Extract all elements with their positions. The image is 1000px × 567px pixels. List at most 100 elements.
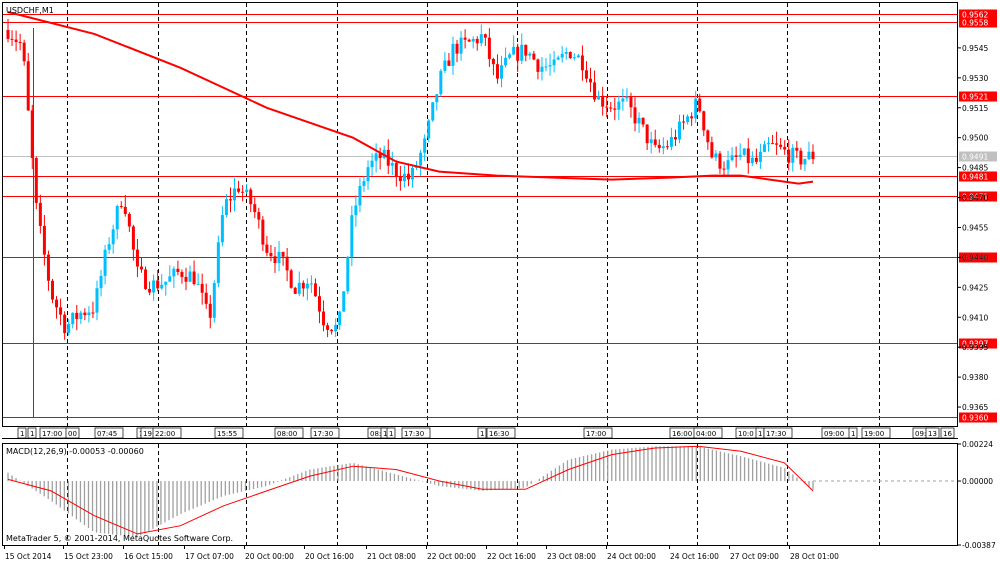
event-marker-box — [386, 427, 396, 439]
price-tick-label: 0.9485 — [962, 164, 988, 173]
candle-body — [261, 219, 265, 245]
time-tick-label: 24 Oct 00:00 — [607, 552, 656, 561]
candle-body — [176, 268, 180, 272]
candle-body — [512, 46, 516, 55]
candle-body — [734, 155, 738, 157]
candle-body — [609, 107, 613, 109]
candle-body — [471, 38, 475, 42]
price-level-box — [959, 338, 997, 349]
price-chart-frame[interactable] — [2, 2, 958, 427]
time-tick-label: 17 Oct 07:00 — [185, 552, 234, 561]
price-level-box — [959, 91, 997, 102]
macd-tick-label: 0.00224 — [962, 440, 993, 449]
candle-body — [204, 292, 208, 304]
candle-body — [767, 143, 771, 145]
candle-body — [50, 280, 54, 300]
event-marker-label: 17:30 — [766, 430, 786, 438]
candle-body — [714, 153, 718, 158]
candlestick-series — [6, 18, 815, 418]
candle-body — [237, 188, 241, 192]
price-level-label: 0.9558 — [962, 19, 988, 28]
price-tick-label: 0.9500 — [962, 134, 988, 143]
event-marker-strip[interactable]: 1117:000007:4511922:0015:5508:0017:3008:… — [17, 427, 955, 439]
candle-body — [301, 282, 305, 289]
event-marker-label: 1 — [758, 430, 762, 438]
candle-body — [584, 70, 588, 79]
event-marker-box — [477, 427, 487, 439]
event-marker-box — [763, 427, 793, 439]
event-marker-box — [65, 427, 80, 439]
candle-body — [427, 120, 431, 139]
candle-body — [500, 65, 504, 79]
candle-body — [572, 57, 576, 59]
candle-body — [160, 284, 164, 289]
symbol-title: USDCHF,M1 — [6, 6, 54, 15]
candle-body — [228, 199, 232, 201]
event-marker-label: 1 — [389, 430, 393, 438]
candle-body — [398, 176, 402, 182]
candle-body — [131, 226, 135, 250]
candle-body — [135, 249, 139, 267]
time-tick-label: 21 Oct 08:00 — [367, 552, 416, 561]
candle-body — [742, 148, 746, 155]
candle-body — [354, 205, 358, 216]
candle-body — [55, 299, 59, 308]
candle-body — [184, 276, 188, 282]
candle-body — [200, 283, 204, 293]
event-marker-box — [486, 427, 516, 439]
candle-body — [633, 107, 637, 124]
candle-body — [188, 271, 192, 282]
candle-body — [87, 312, 91, 316]
event-marker-box — [401, 427, 431, 439]
candle-body — [783, 146, 787, 150]
candle-body — [568, 52, 572, 59]
event-marker-label: 00 — [68, 430, 77, 438]
candle-body — [330, 329, 334, 332]
candle-body — [6, 29, 10, 39]
candle-body — [597, 95, 601, 100]
candle-body — [192, 271, 196, 285]
candle-body — [467, 39, 471, 42]
candle-body — [536, 59, 540, 72]
candle-body — [419, 152, 423, 166]
candle-body — [18, 41, 22, 43]
price-tick-label: 0.9380 — [962, 373, 988, 382]
macd-panel-frame[interactable] — [2, 443, 958, 546]
candle-body — [605, 106, 609, 108]
candle-body — [758, 151, 762, 162]
event-marker-label: 04:00 — [696, 430, 716, 438]
candle-body — [665, 146, 669, 148]
candle-body — [516, 46, 520, 61]
candle-body — [625, 96, 629, 99]
vertical-grid-lines — [67, 3, 880, 545]
candle-body — [487, 37, 491, 59]
candle-body — [216, 242, 220, 284]
candle-body — [560, 53, 564, 58]
candle-body — [722, 168, 726, 170]
candle-body — [342, 291, 346, 312]
price-level-label: 0.9397 — [962, 340, 988, 349]
candle-body — [245, 189, 249, 193]
candle-body — [528, 53, 532, 56]
price-tick-label: 0.9410 — [962, 313, 988, 322]
candle-body — [657, 144, 661, 149]
candle-body — [649, 139, 653, 144]
candle-body — [103, 249, 107, 276]
candle-body — [168, 276, 172, 282]
candle-body — [686, 116, 690, 123]
candle-body — [273, 256, 277, 264]
price-tick-label: 0.9545 — [962, 44, 988, 53]
time-tick-label: 20 Oct 00:00 — [245, 552, 294, 561]
candle-body — [576, 55, 580, 58]
candle-body — [83, 312, 87, 316]
candle-body — [645, 124, 649, 144]
macd-tick-label: -0.00387 — [962, 541, 996, 550]
candle-body — [629, 96, 633, 108]
candle-body — [233, 188, 237, 201]
candle-body — [281, 251, 285, 257]
candle-body — [402, 173, 406, 182]
price-level-box — [959, 252, 997, 263]
candle-body — [346, 256, 350, 292]
